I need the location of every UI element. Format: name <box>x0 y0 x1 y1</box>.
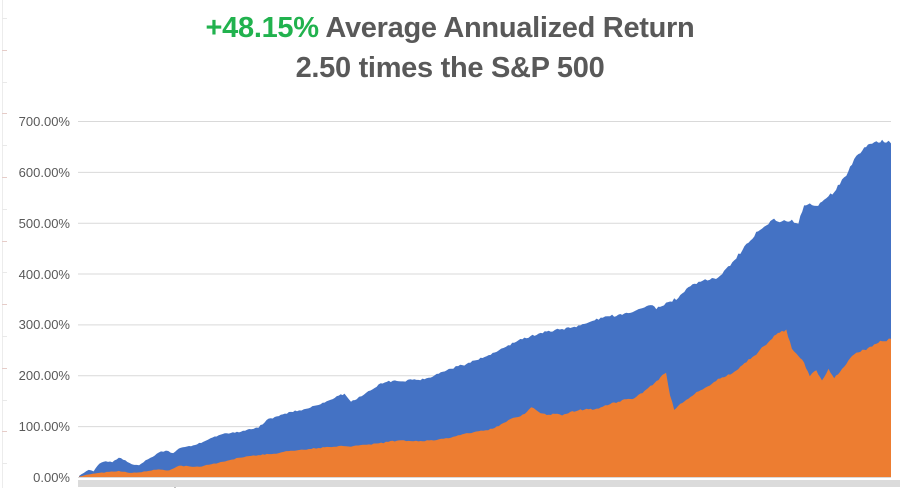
y-axis-label: 200.00% <box>18 368 70 383</box>
adjacent-chart-tick <box>2 400 7 401</box>
adjacent-chart-tick <box>2 304 7 305</box>
adjacent-chart-tick <box>2 18 7 19</box>
plot-area <box>78 120 891 478</box>
adjacent-chart-tick <box>2 82 7 83</box>
adjacent-chart-edge-line <box>2 0 7 488</box>
x-axis-bar <box>78 480 900 487</box>
adjacent-chart-tick <box>2 431 7 432</box>
adjacent-chart-tick <box>2 177 7 178</box>
adjacent-chart-tick <box>2 463 7 464</box>
adjacent-chart-tick <box>2 368 7 369</box>
chart-title-line1-text: Average Annualized Return <box>318 12 695 44</box>
y-axis-label: 0.00% <box>33 470 70 485</box>
y-axis-label: 500.00% <box>18 216 70 231</box>
adjacent-chart-tick <box>2 241 7 242</box>
adjacent-chart-tick <box>2 145 7 146</box>
chart-title-line1: +48.15% Average Annualized Return <box>0 8 900 48</box>
adjacent-chart-tick <box>2 209 7 210</box>
strategy-area <box>79 139 891 478</box>
adjacent-chart-tick <box>2 336 7 337</box>
y-axis-label: 700.00% <box>18 114 70 129</box>
y-axis-label: 400.00% <box>18 267 70 282</box>
adjacent-chart-tick <box>2 272 7 273</box>
y-axis-label: 100.00% <box>18 419 70 434</box>
annualized-return-value: +48.15% <box>205 12 320 44</box>
chart-title: +48.15% Average Annualized Return 2.50 t… <box>0 8 900 88</box>
y-axis-label: 600.00% <box>18 165 70 180</box>
adjacent-chart-tick <box>2 50 7 51</box>
adjacent-chart-tick <box>2 113 7 114</box>
chart-title-line2: 2.50 times the S&P 500 <box>295 52 605 84</box>
sp500-area <box>79 329 891 477</box>
y-axis-label: 300.00% <box>18 317 70 332</box>
